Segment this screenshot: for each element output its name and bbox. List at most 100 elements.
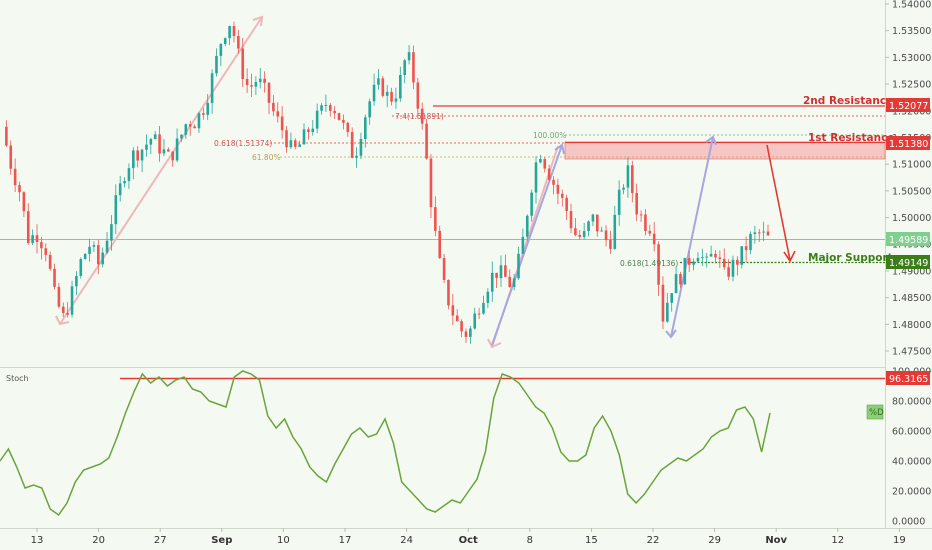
candle-body	[258, 78, 262, 83]
candle-body	[377, 78, 380, 85]
stoch-tick-label: 60.0000	[892, 427, 931, 438]
candle-body	[749, 233, 752, 251]
candle-body	[416, 82, 420, 109]
stoch-tick-label: 0.0000	[892, 517, 925, 528]
candle-body	[9, 145, 13, 169]
candle-body	[250, 85, 253, 87]
fib-100-label: 100.00%	[533, 131, 566, 140]
candle-body	[184, 124, 188, 135]
candle-body	[123, 180, 126, 184]
candle-body	[372, 84, 376, 102]
candle-body	[420, 108, 424, 124]
candle-body	[766, 231, 770, 236]
fib-618-label: 61.80%	[252, 153, 281, 162]
candle-body	[639, 214, 643, 216]
candle-body	[280, 116, 284, 131]
candle-body	[574, 228, 577, 235]
candle-body	[587, 221, 590, 232]
stoch-panel-bg	[0, 368, 885, 528]
candle-body	[495, 272, 498, 279]
candle-body	[118, 183, 122, 196]
fib-0618-top-label: 0.618(1.51374)	[214, 139, 272, 148]
candle-body	[438, 230, 442, 259]
price-tick-label: 1.48000	[892, 320, 931, 331]
candle-body	[136, 150, 139, 161]
candle-body	[22, 192, 26, 212]
candle-body	[425, 123, 428, 159]
candle-body	[346, 122, 350, 132]
candle-body	[560, 193, 564, 198]
candle-body	[644, 214, 647, 231]
price-tick-label: 1.53500	[892, 26, 931, 37]
candle-body	[285, 130, 288, 148]
stoch-tick-label: 40.0000	[892, 457, 931, 468]
pink-arrow-1-tail	[55, 315, 70, 326]
candle-body	[521, 236, 525, 254]
price-axis: 1.540001.535001.530001.525001.520001.515…	[885, 0, 931, 358]
candle-body	[434, 207, 437, 231]
first-resistance-label: 1st Resistance	[808, 132, 894, 144]
candle-body	[364, 117, 367, 140]
pink-arrow-1-head	[252, 15, 264, 27]
candle-body	[175, 138, 179, 161]
candle-body	[44, 248, 48, 255]
candle-body	[96, 245, 100, 265]
candle-body	[403, 60, 406, 76]
candle-body	[652, 233, 656, 245]
candle-body	[145, 144, 148, 150]
time-tick-label: Nov	[765, 535, 787, 546]
candle-body	[512, 278, 516, 287]
candle-body	[215, 55, 218, 74]
candle-body	[57, 286, 61, 307]
candle-body	[302, 129, 306, 145]
candle-body	[504, 265, 507, 277]
current-price-badge	[886, 232, 930, 246]
time-tick-label: 10	[277, 535, 290, 546]
current-price-value: 1.49589	[889, 235, 928, 246]
candle-body	[722, 258, 726, 268]
candle-body	[92, 245, 96, 247]
candle-body	[276, 111, 280, 117]
candle-body	[617, 189, 621, 215]
candle-body	[328, 105, 332, 111]
stoch-axis: 100.000080.000060.000040.000020.00000.00…	[892, 367, 932, 528]
candle-body	[75, 275, 78, 287]
candle-body	[692, 261, 695, 265]
candle-body	[517, 253, 520, 279]
candle-body	[753, 232, 757, 234]
candle-body	[359, 139, 363, 156]
candle-body	[245, 78, 249, 86]
time-tick-label: 13	[31, 535, 44, 546]
candle-body	[206, 102, 210, 115]
candle-body	[595, 214, 599, 232]
candle-body	[88, 246, 91, 255]
candle-body	[687, 258, 691, 265]
candle-body	[311, 128, 315, 133]
candle-body	[666, 302, 669, 322]
candle-body	[525, 215, 529, 237]
stoch-level-badge	[886, 371, 930, 385]
major-support-label: Major Support	[808, 252, 893, 264]
candle-body	[701, 257, 704, 259]
candle-body	[547, 168, 551, 180]
candle-body	[197, 113, 201, 129]
candle-body	[657, 244, 660, 285]
candle-body	[48, 254, 52, 269]
candle-body	[631, 165, 634, 194]
candle-body	[180, 134, 183, 139]
candle-body	[565, 197, 568, 212]
second-resistance-label: 2nd Resistance	[803, 95, 893, 107]
candle-body	[455, 315, 459, 322]
candle-body	[718, 257, 722, 259]
candle-body	[661, 284, 665, 322]
time-tick-label: Sep	[211, 535, 232, 546]
candle-body	[18, 185, 21, 193]
candle-body	[350, 131, 354, 158]
candle-body	[188, 124, 192, 127]
candle-body	[5, 126, 8, 146]
candle-body	[622, 187, 625, 190]
candle-body	[569, 211, 573, 229]
candle-body	[412, 52, 415, 83]
blue-arrow-2-head	[705, 135, 717, 146]
candle-body	[394, 98, 398, 102]
